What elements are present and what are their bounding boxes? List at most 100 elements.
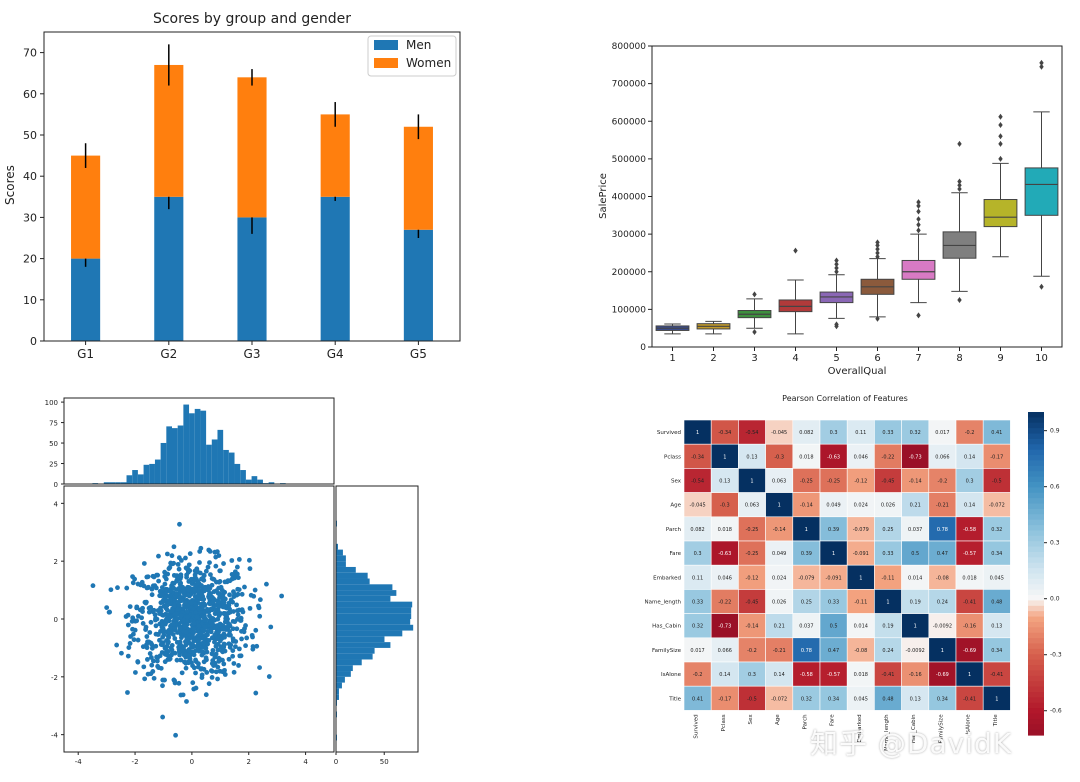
scatter-point (239, 636, 244, 642)
scatter-point (124, 585, 130, 591)
heatmap-col-label: Fare (830, 714, 836, 726)
hist-top-bar (160, 442, 167, 484)
colorbar-segment (1028, 691, 1044, 698)
y-tick-label: 400000 (612, 193, 647, 203)
hist-right-bar (336, 682, 342, 689)
colorbar-tick-label: 0.0 (1050, 596, 1060, 603)
box-outlier (957, 185, 962, 192)
heatmap-row-label: FamilySize (652, 648, 682, 654)
scatter-point (134, 618, 140, 624)
scatter-point (157, 611, 163, 617)
heatmap-cell-value: -0.41 (882, 672, 895, 678)
heatmap-cell (683, 661, 712, 687)
heatmap-cell (928, 540, 957, 566)
hist-right-bar (336, 584, 393, 591)
heatmap-cell (982, 613, 1011, 639)
colorbar-segment (1028, 702, 1044, 709)
x-tick-label: -2 (132, 758, 139, 766)
heatmap-cell (955, 468, 984, 493)
scatter-point (104, 605, 110, 611)
scatter-point (203, 568, 209, 574)
heatmap-cell-value: 0.34 (991, 648, 1002, 654)
box-outlier (998, 155, 1003, 162)
colorbar-segment (1028, 508, 1044, 515)
hist-right-bar (336, 642, 391, 648)
box-outlier (875, 315, 880, 322)
scatter-point (219, 587, 225, 593)
heatmap-cell (955, 637, 984, 663)
hist-right-bar (336, 676, 345, 683)
scatter-point (153, 585, 159, 591)
scatter-point (205, 641, 211, 647)
scatter-point (162, 677, 167, 683)
scatter-point (160, 634, 166, 640)
heatmap-cell-value: 1 (859, 575, 862, 581)
scatter-point (213, 563, 219, 569)
heatmap-cell-value: 0.33 (692, 600, 703, 606)
scatter-point (235, 586, 241, 592)
heatmap-cell (955, 492, 984, 518)
hist-top-bar (137, 474, 144, 484)
scatter-point (156, 578, 162, 584)
heatmap-row-label: Pclass (664, 454, 681, 460)
hist-top-bar (149, 463, 155, 484)
hist-top-bar (206, 444, 212, 484)
heatmap-cell-value: 0.5 (911, 551, 919, 557)
scatter-point (171, 603, 177, 609)
heatmap-cell (928, 637, 957, 663)
scatter-point (221, 599, 227, 605)
hist-top-bar (268, 482, 275, 484)
hist-right-bar (336, 613, 412, 619)
colorbar-segment (1028, 589, 1044, 596)
scatter-point (203, 655, 209, 661)
heatmap-cell (765, 589, 794, 614)
heatmap-cell-value: 0.13 (991, 624, 1002, 630)
scatter-point (114, 642, 120, 648)
bar-women-g3 (237, 77, 267, 218)
heatmap-cell-value: -0.69 (936, 672, 949, 678)
heatmap-cell-value: 0.018 (799, 454, 813, 460)
heatmap-cell-value: 0.14 (719, 672, 730, 678)
scatter-point (215, 641, 221, 647)
heatmap-col-label: Embarked (857, 714, 863, 742)
scatter-point (156, 553, 161, 559)
box-outlier (998, 122, 1003, 129)
bar-chart-frame (43, 31, 461, 342)
scatter-point (207, 548, 213, 554)
box-plot-xlabel: OverallQual (828, 366, 887, 377)
heatmap-cell-value: -0.22 (718, 600, 731, 606)
heatmap-cell-value: -0.072 (771, 696, 787, 702)
legend-swatch-women (374, 58, 398, 68)
scatter-point (191, 620, 197, 626)
hist-right-bar (336, 636, 385, 643)
y-tick-label: 700000 (612, 80, 647, 90)
colorbar-segment (1028, 627, 1044, 634)
colorbar-tick-label: -0.3 (1050, 652, 1062, 659)
heatmap-cell (955, 564, 984, 590)
scatter-point (204, 649, 210, 655)
scatter-point (196, 606, 202, 612)
heatmap-cell-value: -0.21 (936, 503, 949, 509)
heatmap-row-label: Sex (671, 479, 682, 485)
scatter-point (193, 657, 198, 663)
scatter-point (268, 624, 274, 630)
scatter-point (170, 621, 176, 627)
scatter-point (184, 574, 190, 580)
scatter-point (253, 627, 259, 633)
scatter-point (247, 605, 253, 611)
hist-top-bar (132, 470, 138, 484)
heatmap-cell-value: 1 (941, 648, 944, 654)
heatmap-cell-value: 0.13 (746, 454, 757, 460)
y-tick-label: 20 (23, 253, 37, 266)
box-outlier (834, 264, 839, 271)
scatter-point (231, 594, 237, 599)
y-tick-label: 50 (49, 440, 58, 448)
colorbar-segment (1028, 708, 1044, 715)
scatter-point (146, 609, 152, 615)
heatmap-cell-value: -0.12 (854, 479, 867, 485)
scatter-point (205, 629, 211, 634)
heatmap-cell-value: -0.41 (963, 696, 976, 702)
scatter-point (221, 661, 227, 667)
heatmap-cell-value: 1 (723, 454, 726, 460)
scatter-point (242, 584, 247, 590)
